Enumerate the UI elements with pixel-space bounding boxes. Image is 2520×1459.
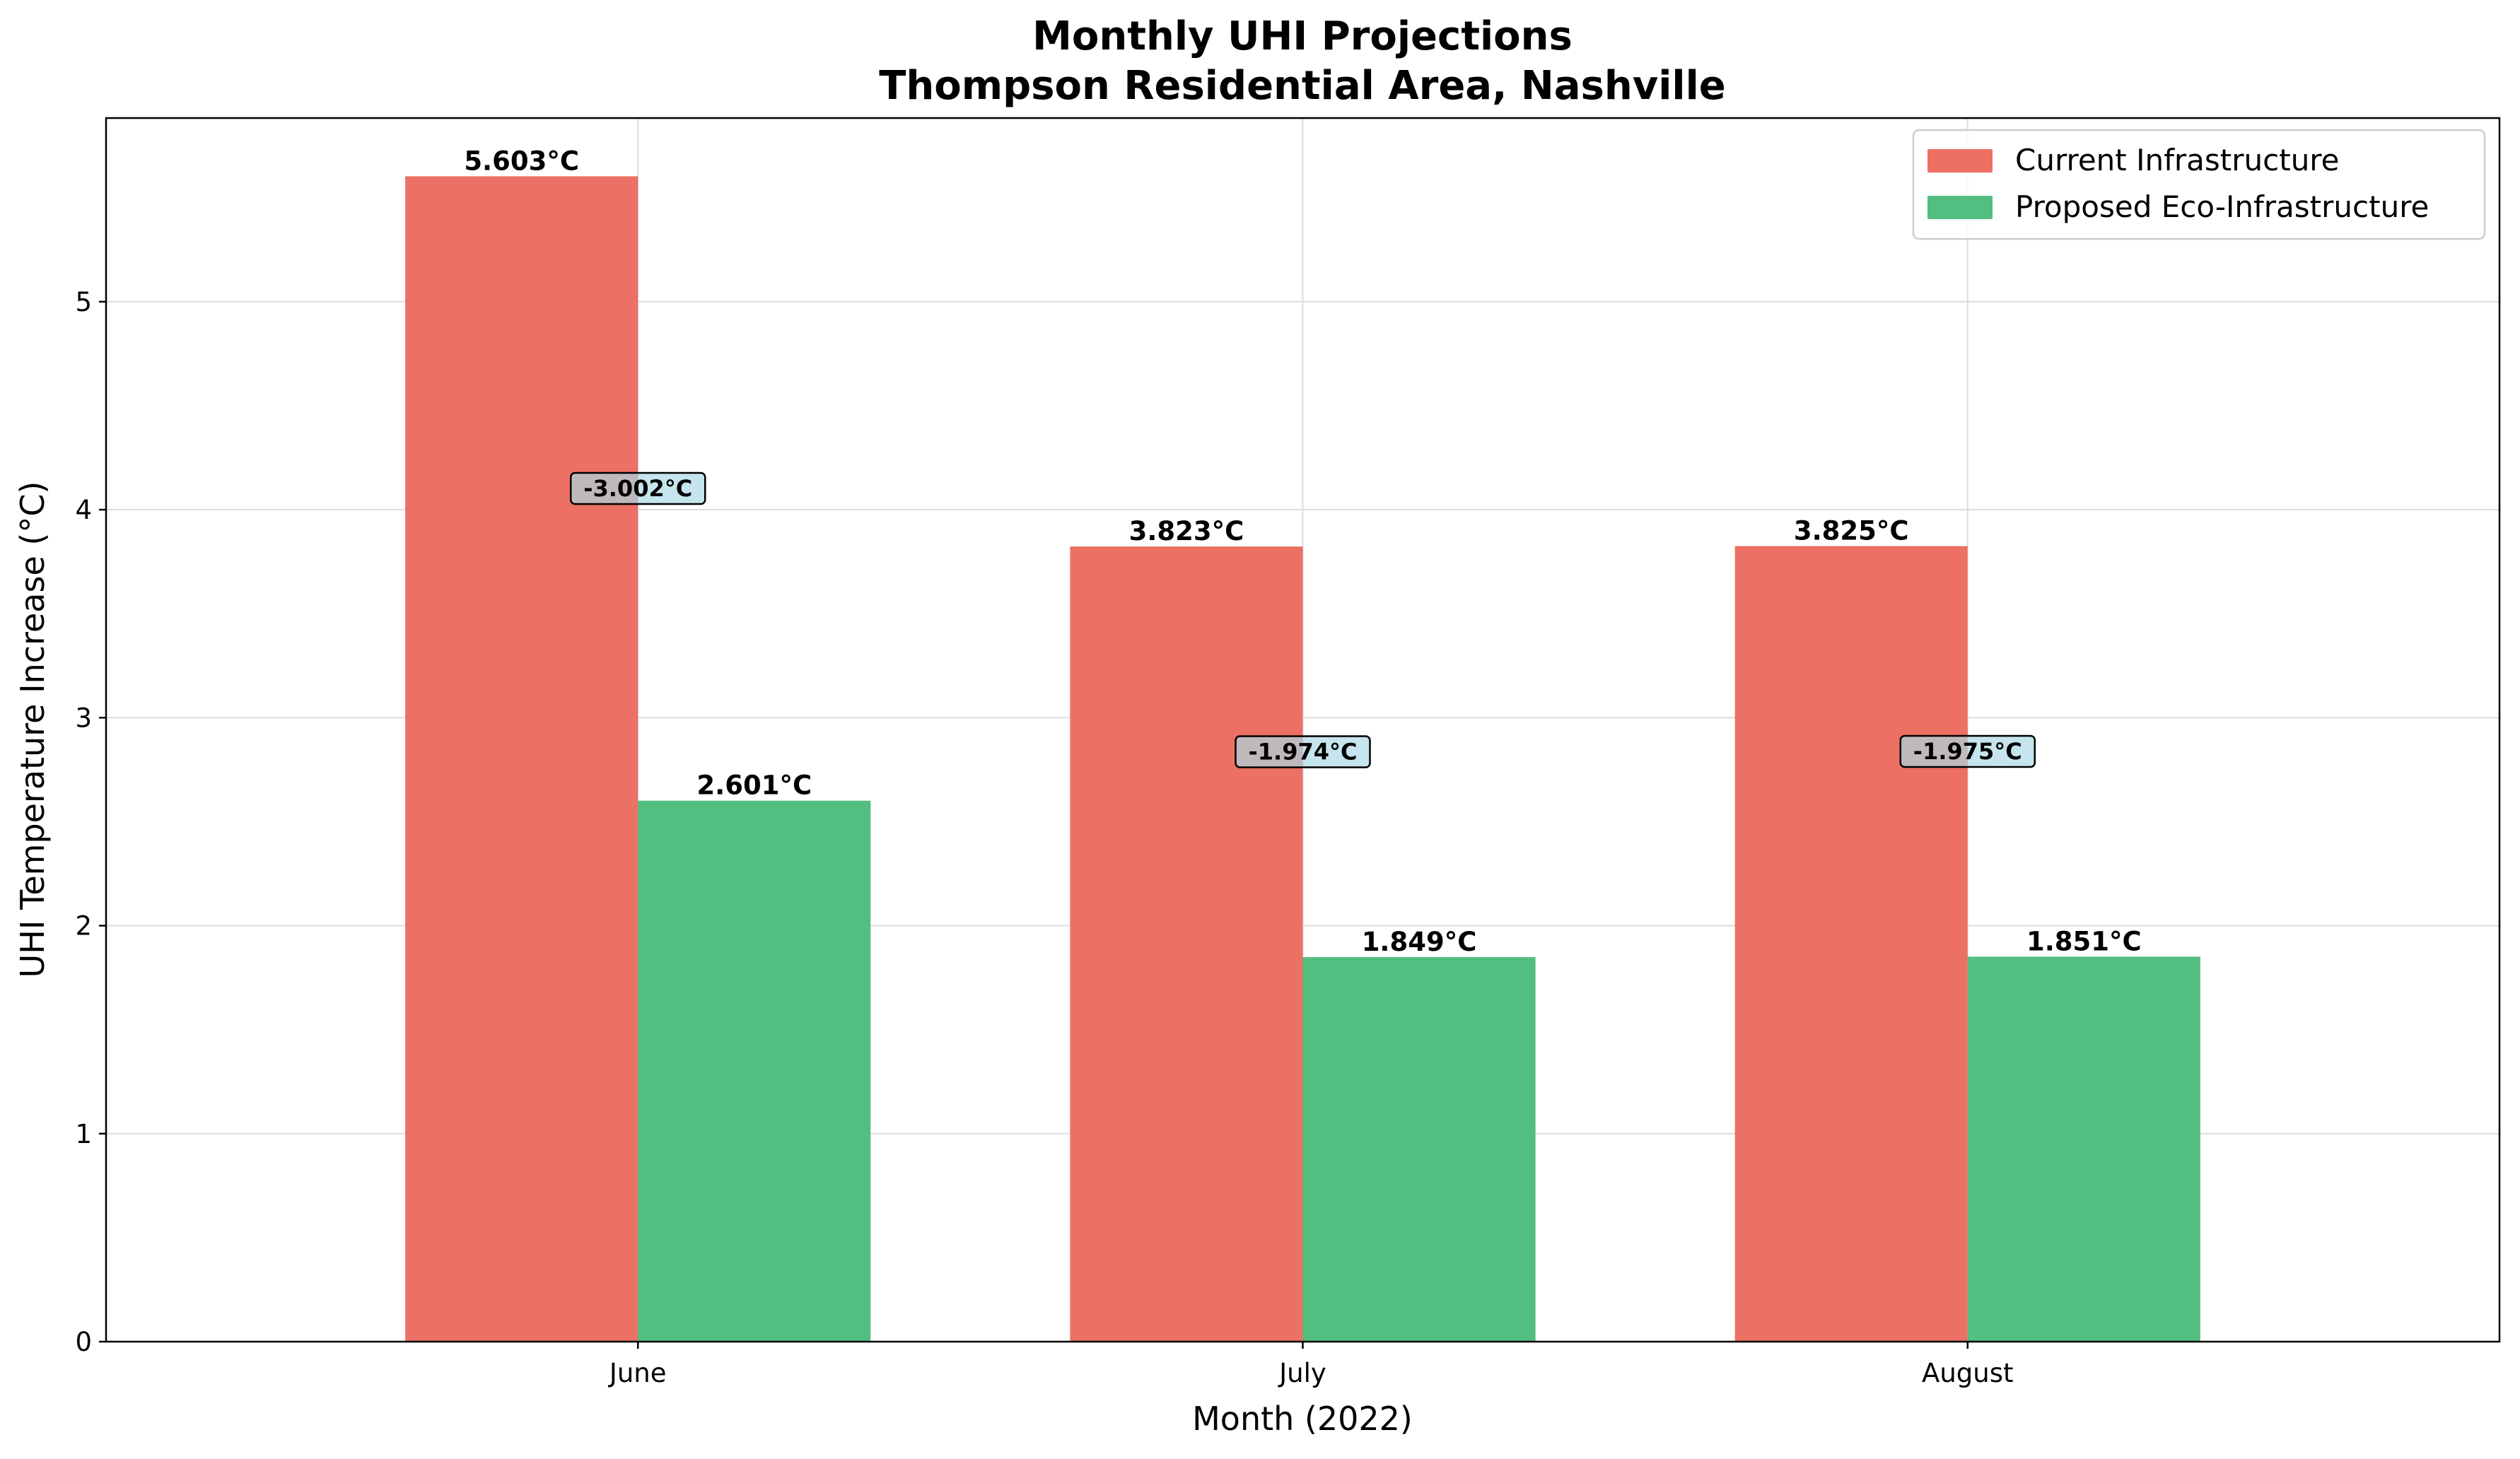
bar-value-label: 1.849°C	[1362, 927, 1477, 957]
bar-value-label: 5.603°C	[464, 146, 579, 176]
y-axis-label: UHI Temperature Increase (°C)	[13, 481, 52, 978]
value-labels: 5.603°C 3.823°C 3.825°C 2.601°C 1.849°C 1.851…	[464, 146, 2141, 957]
bar-proposed	[638, 800, 871, 1342]
bar-value-label: 2.601°C	[696, 770, 812, 801]
y-tick-label: 0	[75, 1327, 92, 1357]
legend: Current Infrastructure Proposed Eco-Infr…	[1912, 129, 2486, 240]
x-tick-label: August	[1922, 1358, 2013, 1388]
bar-proposed	[1302, 956, 1536, 1342]
difference-labels: -3.002°C -1.974°C -1.975°C	[569, 471, 2036, 768]
legend-box	[1912, 129, 2486, 240]
legend-swatch-proposed	[1927, 196, 1993, 219]
difference-annotation: -1.974°C	[1235, 735, 1371, 768]
legend-swatch-current	[1927, 149, 1993, 172]
bar-current	[1734, 546, 1968, 1342]
y-tick-label: 4	[75, 495, 92, 525]
difference-label: -3.002°C	[583, 475, 692, 502]
bar-current	[1070, 546, 1303, 1342]
bar-value-label: 3.823°C	[1129, 516, 1244, 546]
chart-subtitle: Thompson Residential Area, Nashville	[879, 63, 1726, 109]
y-tick-label: 1	[75, 1119, 92, 1149]
difference-label: -1.975°C	[1913, 738, 2022, 765]
difference-box	[1899, 734, 2036, 768]
legend-label-proposed: Proposed Eco-Infrastructure	[2015, 189, 2429, 224]
bar-value-label: 1.851°C	[2026, 926, 2142, 956]
bar-current	[405, 176, 638, 1342]
difference-box	[569, 471, 706, 505]
bar-value-label: 3.825°C	[1794, 516, 1909, 546]
bars	[405, 176, 2200, 1342]
y-tick-label: 2	[75, 911, 92, 942]
difference-annotation: -1.975°C	[1899, 734, 2036, 768]
difference-box	[1235, 735, 1371, 768]
legend-label-current: Current Infrastructure	[2015, 143, 2340, 177]
x-tick-label: June	[608, 1358, 667, 1388]
chart-title: Monthly UHI Projections	[1032, 13, 1573, 59]
y-tick-label: 5	[75, 287, 92, 317]
axis-ticks: 0 1 2 3 4 5 June July August	[75, 287, 2013, 1388]
difference-label: -1.974°C	[1249, 739, 1358, 766]
difference-annotation: -3.002°C	[569, 471, 706, 505]
x-axis-label: Month (2022)	[1192, 1400, 1413, 1438]
bar-proposed	[1967, 956, 2200, 1342]
x-tick-label: July	[1278, 1358, 1326, 1388]
y-tick-label: 3	[75, 703, 92, 733]
